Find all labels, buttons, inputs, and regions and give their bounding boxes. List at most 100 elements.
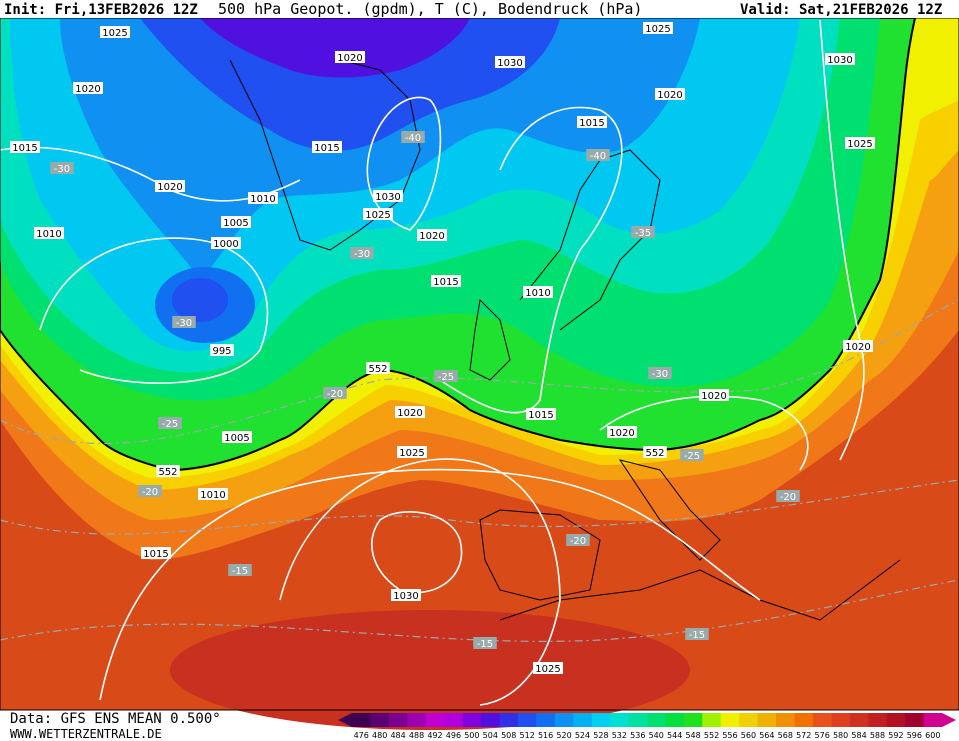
isobar-label-group: 1020 (73, 82, 103, 95)
isobar-label-box (363, 208, 393, 220)
isobar-label: 1025 (847, 139, 872, 150)
colorbar-label: 488 (409, 731, 424, 740)
isobar-label-box (523, 286, 553, 298)
data-source: Data: GFS ENS MEAN 0.500° (10, 711, 221, 727)
isobar-label-box (417, 229, 447, 241)
contour-552-label-box (643, 446, 667, 458)
temperature-label-box (685, 628, 709, 640)
isobar-label-group: 1020 (607, 426, 637, 439)
isobar-label-box (533, 662, 563, 674)
isobar-label-box (391, 589, 421, 601)
colorbar-swatch (812, 713, 832, 727)
colorbar-swatch (554, 713, 574, 727)
colorbar-label: 508 (501, 731, 516, 740)
colorbar-swatch (499, 713, 519, 727)
isobar-label-group: 1020 (843, 340, 873, 353)
temperature-label-box (401, 131, 425, 143)
website: WWW.WETTERZENTRALE.DE (10, 727, 162, 741)
isobar-label-box (141, 547, 171, 559)
isobar (819, 19, 865, 461)
temperature-label-group: -15 (685, 628, 709, 641)
coast-scandinavia (519, 149, 661, 331)
isobar-label: 1015 (143, 549, 168, 560)
init-time: Init: Fri,13FEB2026 12Z (4, 2, 198, 18)
isobar-label-group: 1025 (100, 26, 130, 39)
colorbar-swatch (923, 713, 943, 727)
temperature-label-group: -20 (138, 485, 162, 498)
isobar-label-box (155, 180, 185, 192)
colorbar-label: 592 (888, 731, 903, 740)
colorbar-label: 536 (630, 731, 645, 740)
colorbar-label: 580 (833, 731, 848, 740)
colorbar-label: 552 (704, 731, 719, 740)
colorbar-label: 524 (575, 731, 590, 740)
colorbar: 476 480 484 488 492 496 500 504 508 512 516 520 524 5… (338, 713, 956, 740)
temperature-label-group: -15 (228, 564, 252, 577)
isobar-label-group: 1025 (363, 208, 393, 221)
isobar-label-group: 1030 (391, 589, 421, 602)
isobar-label-group: 1015 (141, 547, 171, 560)
temperature-label-group: -35 (631, 226, 655, 239)
isobar-label-group: 1015 (526, 408, 556, 421)
low-core-inner (172, 278, 228, 322)
isobar-label: 1005 (223, 218, 248, 229)
isobar-label: 1025 (365, 210, 390, 221)
temperature-label-box (586, 149, 610, 161)
colorbar-label: 504 (483, 731, 498, 740)
valid-time: Valid: Sat,21FEB2026 12Z (740, 2, 942, 18)
colorbar-swatch (388, 713, 408, 727)
temperature-label-box (50, 162, 74, 174)
isobar-label: 1025 (535, 664, 560, 675)
colorbar-swatch (628, 713, 648, 727)
temperature-label: -30 (354, 249, 370, 260)
isobar-label-box (222, 431, 252, 443)
header-bar (0, 0, 959, 18)
isobar (99, 468, 761, 701)
colorbar-label: 540 (649, 731, 664, 740)
temperature-label: -20 (142, 487, 158, 498)
colorbar-swatch (352, 713, 371, 727)
isotherm (0, 299, 959, 445)
isobar-label-box (825, 53, 855, 65)
isobar-label: 1025 (645, 24, 670, 35)
temperature-label-box (434, 370, 458, 382)
isotherm (0, 579, 959, 642)
temperature-label: -40 (590, 151, 606, 162)
isobar-label-group: 1015 (431, 275, 461, 288)
temperature-label: -20 (570, 536, 586, 547)
temperature-label-box (473, 637, 497, 649)
isobar (366, 96, 442, 231)
isobar-label: 1020 (701, 391, 726, 402)
isobar-label-box (607, 426, 637, 438)
temperature-label: -40 (405, 133, 421, 144)
isobar-label-group: 1020 (417, 229, 447, 242)
isobar-label-box (655, 88, 685, 100)
temperature-label-group: -20 (566, 534, 590, 547)
isobar-label-group: 1010 (34, 227, 64, 240)
isobar-label: 1020 (397, 408, 422, 419)
isobar-label: 1030 (497, 58, 522, 69)
isobar-label: 1025 (399, 448, 424, 459)
contour-552-label-group: 552 (643, 446, 667, 459)
temperature-label-group: -20 (323, 387, 347, 400)
temperature-label-group: -25 (434, 370, 458, 383)
colorbar-swatch (481, 713, 500, 727)
colorbar-label: 560 (741, 731, 756, 740)
temperature-label-group: -30 (172, 316, 196, 329)
isobar-label: 995 (212, 346, 231, 357)
colorbar-swatch (517, 713, 537, 727)
isobar-label-box (335, 51, 365, 63)
temperature-label-group: -40 (586, 149, 610, 162)
contour-552-label-box (366, 362, 390, 374)
colorbar-label: 596 (907, 731, 922, 740)
colorbar-swatch (591, 713, 611, 727)
isobar-label-group: 1020 (395, 406, 425, 419)
isobar-label-group: 1020 (155, 180, 185, 193)
colorbar-label: 496 (446, 731, 461, 740)
temperature-label-box (172, 316, 196, 328)
colorbar-swatch (683, 713, 703, 727)
temperature-label-box (631, 226, 655, 238)
isobar-label: 1020 (845, 342, 870, 353)
isobar-label: 1015 (314, 143, 339, 154)
colorbar-arrow-left (338, 713, 352, 727)
